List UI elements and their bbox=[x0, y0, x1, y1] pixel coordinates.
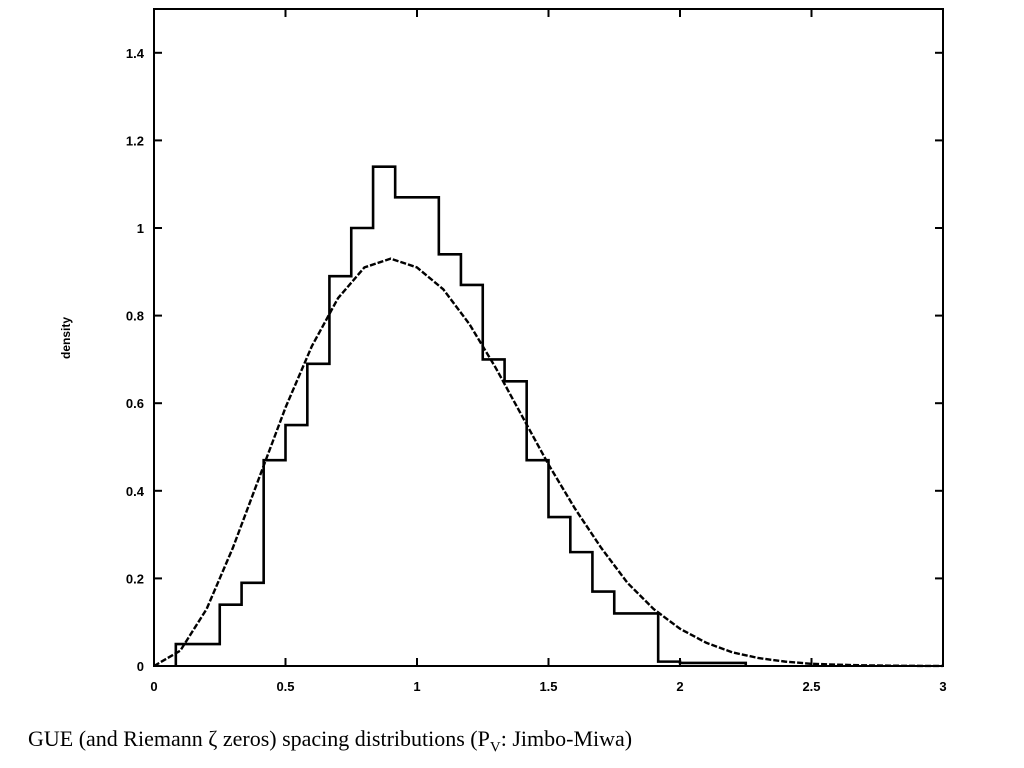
x-tick-label: 2.5 bbox=[802, 679, 820, 694]
caption-subscript: V bbox=[489, 739, 501, 756]
x-tick-label: 0.5 bbox=[276, 679, 294, 694]
caption-text-end: : Jimbo-Miwa) bbox=[500, 726, 633, 751]
y-tick-label: 0.2 bbox=[126, 571, 144, 586]
x-tick-label: 0 bbox=[150, 679, 157, 694]
axis-ticks bbox=[153, 9, 944, 667]
y-tick-label: 0.8 bbox=[126, 309, 144, 324]
x-tick-label: 2 bbox=[676, 679, 683, 694]
x-tick-label: 1.5 bbox=[539, 679, 557, 694]
y-tick-label: 0.4 bbox=[126, 484, 145, 499]
y-axis-label: density bbox=[59, 317, 73, 359]
chart-svg: 0 0.5 1 1.5 2 2.5 3 0 0.2 0.4 0.6 0.8 1 1.2 1.4 densi… bbox=[59, 8, 947, 694]
x-tick-label: 1 bbox=[413, 679, 420, 694]
y-tick-label: 1.4 bbox=[126, 46, 145, 61]
x-tick-labels: 0 0.5 1 1.5 2 2.5 3 bbox=[150, 679, 946, 694]
y-tick-label: 0.6 bbox=[126, 396, 144, 411]
density-curve bbox=[153, 257, 944, 668]
x-tick-label: 3 bbox=[939, 679, 946, 694]
y-tick-label: 1.2 bbox=[126, 133, 144, 148]
plot-frame bbox=[153, 8, 944, 667]
y-tick-label: 0 bbox=[137, 659, 144, 674]
histogram-steps bbox=[174, 165, 748, 666]
caption: GUE (and Riemann ζ zeros) spacing distri… bbox=[28, 726, 1018, 756]
y-tick-labels: 0 0.2 0.4 0.6 0.8 1 1.2 1.4 bbox=[126, 46, 145, 674]
y-tick-label: 1 bbox=[137, 221, 144, 236]
caption-text: GUE (and Riemann ζ zeros) spacing distri… bbox=[28, 726, 490, 751]
